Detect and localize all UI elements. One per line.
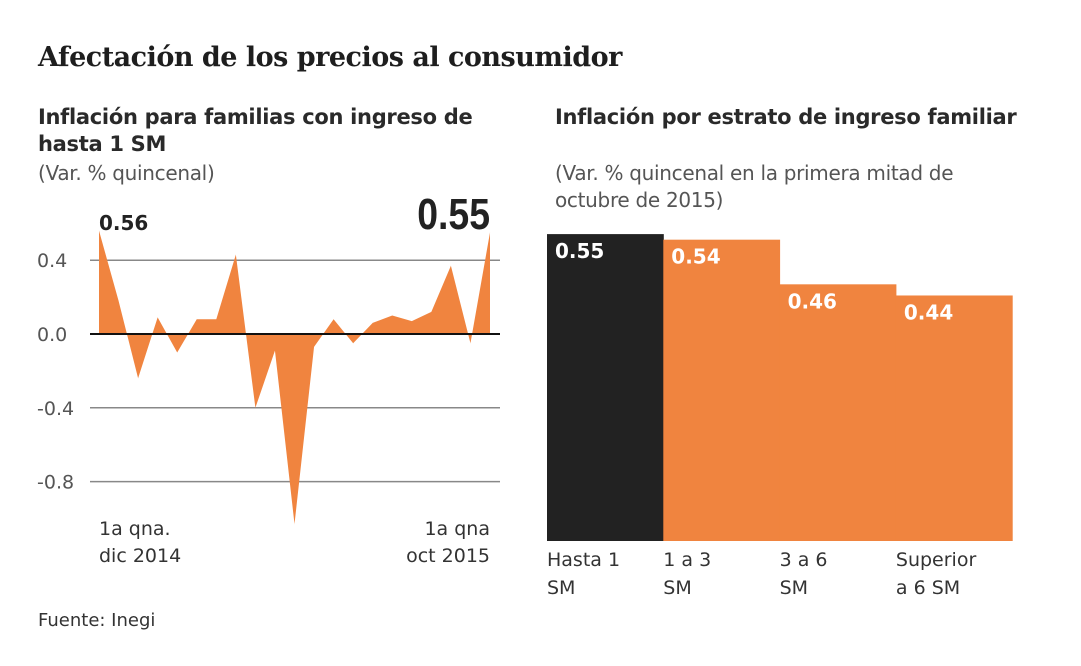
category-label: 3 a 6 <box>780 549 828 571</box>
right-chart-subtitle: (Var. % quincenal en la primera mitad de… <box>555 161 954 212</box>
bar <box>895 295 1013 541</box>
y-tick-label: 0.4 <box>37 250 67 272</box>
x-start-label: 1a qna. <box>99 518 171 540</box>
left-chart-subtitle: (Var. % quincenal) <box>38 161 215 185</box>
y-tick-label: -0.4 <box>37 398 74 420</box>
category-label: SM <box>547 577 575 599</box>
x-end-label: oct 2015 <box>406 545 490 567</box>
x-end-label: 1a qna <box>424 518 490 540</box>
page-title: Afectación de los precios al consumidor <box>38 42 622 73</box>
bar-value-label: 0.46 <box>788 289 837 313</box>
category-label: a 6 SM <box>896 577 960 599</box>
bar-value-label: 0.44 <box>904 300 953 324</box>
y-tick-label: 0.0 <box>37 324 67 346</box>
category-label: Superior <box>896 549 977 571</box>
bar <box>547 234 664 541</box>
right-chart-title: Inflación por estrato de ingreso familia… <box>555 105 1017 129</box>
area-series <box>99 230 490 525</box>
category-label: Hasta 1 <box>547 549 620 571</box>
category-label: SM <box>780 577 808 599</box>
category-label: 1 a 3 <box>663 549 711 571</box>
first-value-label: 0.56 <box>99 211 148 235</box>
x-start-label: dic 2014 <box>99 545 181 567</box>
bar-value-label: 0.55 <box>555 239 604 263</box>
source-note: Fuente: Inegi <box>38 610 156 631</box>
bar-value-label: 0.54 <box>671 245 720 269</box>
y-tick-label: -0.8 <box>37 472 74 494</box>
category-label: SM <box>663 577 691 599</box>
bar <box>779 284 897 541</box>
left-chart-title: Inflación para familias con ingreso de h… <box>38 105 473 156</box>
last-value-label: 0.55 <box>417 189 490 239</box>
bar <box>663 239 781 541</box>
